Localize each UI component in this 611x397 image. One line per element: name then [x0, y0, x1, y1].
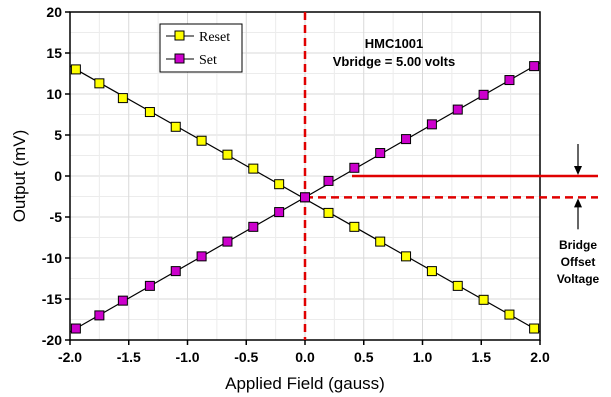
x-tick-label: -0.5: [234, 349, 258, 365]
data-markers: [70, 61, 540, 334]
y-tick-label: 5: [54, 127, 62, 143]
x-tick-label: -2.0: [58, 349, 82, 365]
y-axis-title: Output (mV): [10, 130, 29, 223]
marker-reset: [94, 78, 105, 89]
marker-reset: [529, 323, 540, 334]
marker-set: [375, 148, 386, 159]
marker-set: [401, 134, 412, 145]
marker-reset: [452, 280, 463, 291]
marker-set: [478, 89, 489, 100]
marker-reset: [117, 93, 128, 104]
marker-set: [196, 251, 207, 262]
y-tick-label: -15: [42, 291, 62, 307]
vbridge-label: Vbridge = 5.00 volts: [333, 54, 455, 69]
x-tick-label: -1.5: [117, 349, 141, 365]
legend-reset-marker: [174, 30, 185, 41]
marker-reset: [144, 107, 155, 118]
legend-set-label: Set: [199, 53, 217, 68]
offset-label-line3: Voltage: [557, 272, 600, 286]
marker-reset: [426, 266, 437, 277]
legend-box: [159, 23, 243, 73]
arrow-up-head: [574, 198, 582, 208]
marker-reset: [196, 135, 207, 146]
x-tick-label: 1.5: [472, 349, 492, 365]
marker-set: [349, 162, 360, 173]
x-tick-label: 2.0: [530, 349, 550, 365]
x-tick-label: -1.0: [175, 349, 199, 365]
y-tick-label: 10: [46, 86, 62, 102]
marker-reset: [504, 309, 515, 320]
legend: Reset Set: [159, 23, 243, 73]
marker-reset: [349, 221, 360, 232]
marker-reset: [274, 179, 285, 190]
marker-set: [426, 119, 437, 130]
marker-reset: [248, 163, 259, 174]
marker-reset: [170, 121, 181, 132]
reference-lines: [303, 12, 598, 340]
marker-reset: [70, 64, 81, 75]
offset-label-line2: Offset: [561, 255, 596, 269]
x-tick-label: 0.5: [354, 349, 374, 365]
y-tick-label: -10: [42, 250, 62, 266]
y-tick-label: 15: [46, 45, 62, 61]
marker-set: [274, 207, 285, 218]
device-label: HMC1001: [365, 36, 424, 51]
marker-set: [144, 280, 155, 291]
marker-set: [452, 104, 463, 115]
offset-label-line1: Bridge: [559, 238, 597, 252]
marker-reset: [222, 149, 233, 160]
marker-set: [529, 61, 540, 72]
marker-set: [504, 75, 515, 86]
marker-reset: [375, 236, 386, 247]
offset-arrows: [574, 144, 582, 230]
legend-set-marker: [174, 53, 185, 64]
marker-set: [323, 175, 334, 186]
marker-reset: [478, 294, 489, 305]
x-axis-ticks: -2.0 -1.5 -1.0 -0.5 0.0 0.5 1.0 1.5 2.0: [58, 340, 550, 365]
y-tick-label: 0: [54, 168, 62, 184]
arrow-down-head: [574, 166, 582, 175]
marker-reset: [401, 251, 412, 262]
x-axis-title: Applied Field (gauss): [225, 374, 385, 393]
x-tick-label: 0.0: [295, 349, 315, 365]
y-tick-label: 20: [46, 4, 62, 20]
legend-reset-label: Reset: [199, 30, 230, 45]
x-tick-label: 1.0: [413, 349, 433, 365]
marker-set: [170, 266, 181, 277]
marker-set: [248, 221, 259, 232]
y-axis-ticks: 20 15 10 5 0 -5 -10 -15 -20: [42, 4, 70, 348]
marker-set: [222, 236, 233, 247]
y-tick-label: -20: [42, 332, 62, 348]
marker-reset: [323, 207, 334, 218]
marker-set: [300, 192, 310, 203]
marker-set: [70, 323, 81, 334]
marker-set: [94, 310, 105, 321]
marker-set: [117, 295, 128, 306]
y-tick-label: -5: [50, 209, 63, 225]
